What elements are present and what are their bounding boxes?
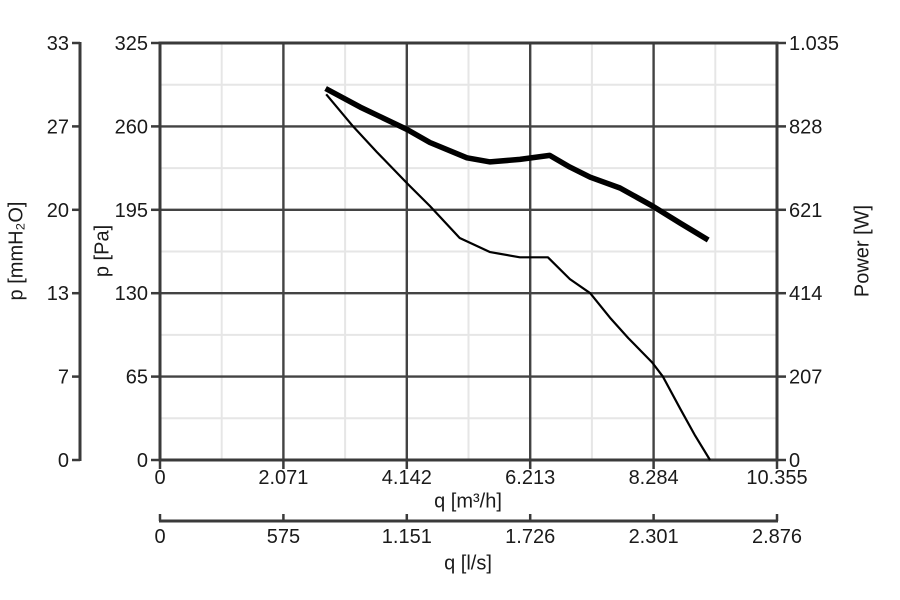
mmh2o-tick-label: 7 [58, 367, 69, 389]
power-tick-label: 0 [789, 450, 800, 472]
ls-tick-label: 2.876 [752, 526, 802, 548]
pa-tick-label: 65 [126, 367, 148, 389]
power-tick-label: 207 [789, 367, 822, 389]
power-tick-label: 828 [789, 116, 822, 138]
y-axis-label-power: Power [W] [851, 204, 874, 298]
mmh2o-tick-label: 33 [47, 33, 69, 55]
ls-tick-label: 1.726 [505, 526, 555, 548]
ls-tick-label: 1.151 [382, 526, 432, 548]
m3h-tick-label: 10.355 [746, 467, 807, 489]
pa-tick-label: 195 [115, 200, 148, 222]
mmh2o-tick-label: 20 [47, 200, 69, 222]
mmh2o-tick-label: 27 [47, 116, 69, 138]
pa-tick-label: 130 [115, 283, 148, 305]
power-curve [324, 86, 710, 243]
pa-tick-label: 0 [137, 450, 148, 472]
power-tick-label: 621 [789, 200, 822, 222]
m3h-tick-label: 8.284 [629, 467, 679, 489]
pressure-curve [325, 93, 711, 461]
m3h-tick-label: 6.213 [505, 467, 555, 489]
power-tick-label: 414 [789, 283, 822, 305]
x-axis-label-ls: q [l/s] [444, 552, 492, 575]
power-tick-label: 1.035 [789, 33, 839, 55]
mmh2o-tick-label: 0 [58, 450, 69, 472]
ls-tick-label: 0 [154, 526, 165, 548]
x-axis-label-m3h: q [m³/h] [434, 490, 502, 513]
y-axis-label-mmh2o: p [mmH₂O] [5, 201, 28, 301]
pa-tick-label: 325 [115, 33, 148, 55]
ls-tick-label: 575 [267, 526, 300, 548]
m3h-tick-label: 0 [154, 467, 165, 489]
ls-tick-label: 2.301 [629, 526, 679, 548]
mmh2o-tick-label: 13 [47, 283, 69, 305]
m3h-tick-label: 2.071 [258, 467, 308, 489]
m3h-tick-label: 4.142 [382, 467, 432, 489]
pa-tick-label: 260 [115, 116, 148, 138]
plot-border [158, 41, 779, 462]
y-axis-label-pa: p [Pa] [91, 224, 114, 278]
